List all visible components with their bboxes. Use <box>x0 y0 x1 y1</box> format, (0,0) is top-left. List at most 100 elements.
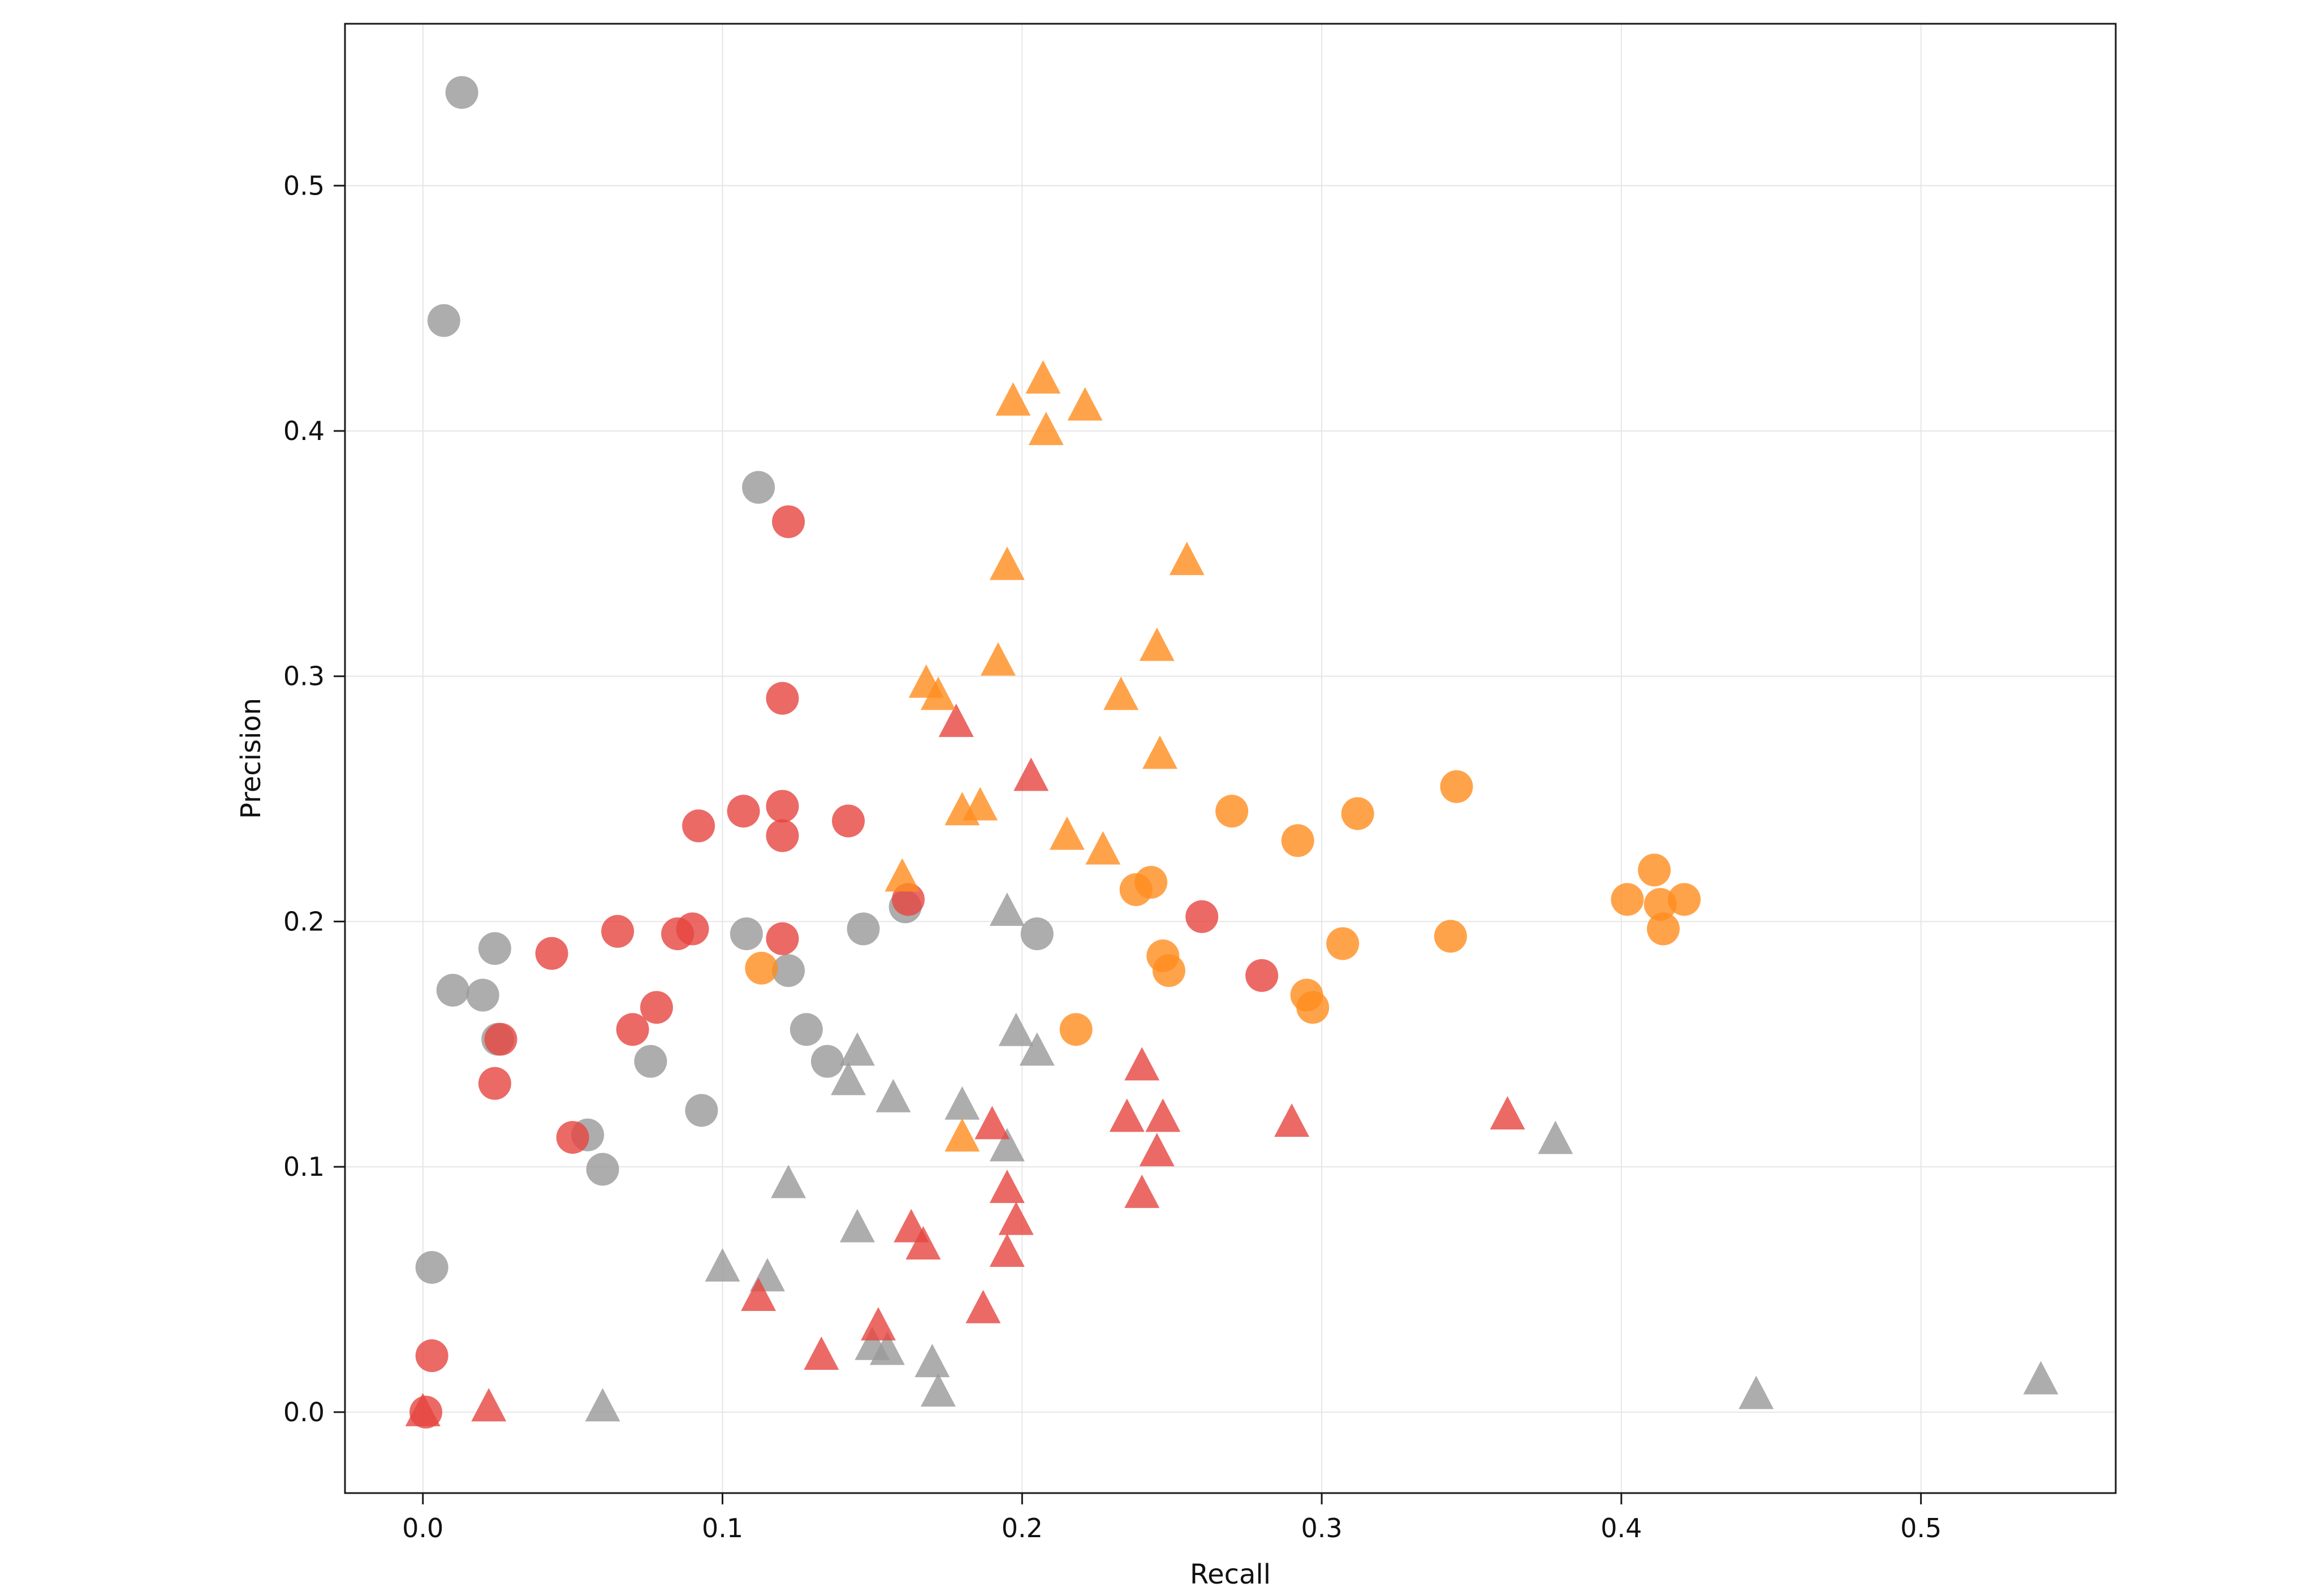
gray-triangle-point <box>998 1012 1034 1046</box>
red-triangle-point <box>1124 1047 1160 1081</box>
gray-circle-point <box>1020 917 1054 951</box>
orange-triangle-point <box>1085 831 1121 865</box>
red-triangle-point <box>989 1170 1025 1204</box>
gray-circle-point <box>772 954 805 987</box>
plot-border <box>344 23 2117 1494</box>
orange-triangle-point <box>1169 541 1205 575</box>
orange-triangle-point <box>963 787 998 821</box>
gray-triangle-point <box>831 1062 866 1095</box>
gray-circle-point <box>790 1013 823 1046</box>
red-circle-point <box>535 937 568 970</box>
orange-circle-point <box>1434 920 1467 953</box>
x-tick-label: 0.2 <box>1002 1513 1043 1543</box>
orange-circle-point <box>1296 991 1330 1024</box>
red-circle-point <box>682 809 715 843</box>
orange-triangle-point <box>1049 816 1085 850</box>
red-circle-point <box>1245 959 1279 992</box>
red-triangle-point <box>471 1388 507 1422</box>
red-circle-point <box>484 1023 517 1056</box>
y-tick-label: 0.1 <box>283 1151 325 1182</box>
orange-triangle-point <box>1142 735 1178 769</box>
x-axis-label: Recall <box>1190 1559 1271 1590</box>
gray-triangle-point <box>771 1164 806 1198</box>
gray-triangle-point <box>920 1373 956 1407</box>
orange-triangle-point <box>989 546 1025 580</box>
red-triangle-point <box>998 1201 1034 1235</box>
gray-triangle-point <box>875 1079 911 1112</box>
gray-triangle-point <box>989 892 1025 926</box>
orange-circle-point <box>1134 866 1168 899</box>
y-tick-label: 0.3 <box>283 661 325 692</box>
red-circle-point <box>766 819 799 852</box>
gray-circle-point <box>685 1094 718 1127</box>
red-triangle-point <box>1124 1174 1160 1208</box>
red-triangle-point <box>1139 1133 1175 1167</box>
gray-circle-point <box>415 1250 448 1284</box>
x-tick-label: 0.0 <box>402 1513 443 1543</box>
gray-triangle-point <box>1538 1120 1573 1154</box>
y-axis-label: Precision <box>235 698 267 819</box>
y-tick-label: 0.2 <box>283 906 325 937</box>
x-tick-label: 0.1 <box>702 1513 743 1543</box>
gray-triangle-point <box>585 1388 620 1422</box>
y-tick-label: 0.4 <box>283 416 325 446</box>
gray-circle-point <box>742 471 775 504</box>
orange-triangle-point <box>1028 411 1064 445</box>
gray-circle-point <box>466 978 499 1012</box>
orange-circle-point <box>1668 883 1701 916</box>
red-triangle-point <box>974 1106 1010 1140</box>
red-circle-point <box>601 915 635 948</box>
orange-triangle-point <box>885 858 920 892</box>
y-tick-label: 0.5 <box>283 170 325 201</box>
red-circle-point <box>727 795 760 828</box>
red-triangle-point <box>804 1336 839 1370</box>
gray-circle-point <box>730 917 763 951</box>
red-triangle-point <box>1490 1096 1525 1130</box>
gray-triangle-point <box>839 1032 875 1066</box>
orange-triangle-point <box>944 1118 980 1152</box>
orange-circle-point <box>1326 927 1360 960</box>
red-triangle-point <box>1109 1098 1145 1132</box>
red-triangle-point <box>861 1307 896 1341</box>
gray-triangle-point <box>1738 1375 1774 1409</box>
gray-circle-point <box>436 973 469 1007</box>
x-tick-label: 0.5 <box>1900 1513 1942 1543</box>
x-tick-label: 0.3 <box>1301 1513 1343 1543</box>
red-triangle-point <box>965 1289 1001 1323</box>
gray-triangle-point <box>705 1248 740 1282</box>
orange-circle-point <box>1611 883 1644 916</box>
orange-circle-point <box>1341 797 1374 830</box>
gray-circle-point <box>445 76 478 109</box>
gray-triangle-point <box>944 1086 980 1120</box>
orange-triangle-point <box>1025 360 1061 394</box>
red-circle-point <box>676 912 709 946</box>
red-circle-point <box>766 790 799 823</box>
orange-triangle-point <box>1139 627 1175 661</box>
orange-circle-point <box>1152 954 1185 987</box>
red-triangle-point <box>905 1226 941 1259</box>
orange-circle-point <box>1647 912 1680 946</box>
red-triangle-point <box>938 704 974 737</box>
red-circle-point <box>832 804 865 838</box>
red-circle-point <box>640 991 673 1024</box>
orange-circle-point <box>1215 795 1249 828</box>
gray-triangle-point <box>2023 1361 2059 1395</box>
red-circle-point <box>766 922 799 955</box>
red-triangle-point <box>1145 1098 1181 1132</box>
gray-triangle-point <box>1019 1032 1055 1066</box>
red-circle-point <box>766 681 799 715</box>
red-circle-point <box>556 1121 589 1154</box>
gray-triangle-point <box>989 1128 1025 1162</box>
red-triangle-point <box>741 1278 776 1312</box>
gray-triangle-point <box>869 1331 905 1365</box>
gray-circle-point <box>847 912 880 946</box>
red-triangle-point <box>989 1233 1025 1267</box>
gray-circle-point <box>478 932 511 965</box>
orange-triangle-point <box>980 642 1016 676</box>
orange-triangle-point <box>995 382 1031 416</box>
red-circle-point <box>772 505 805 538</box>
y-tick-label: 0.0 <box>283 1397 325 1427</box>
orange-circle-point <box>1638 853 1671 887</box>
